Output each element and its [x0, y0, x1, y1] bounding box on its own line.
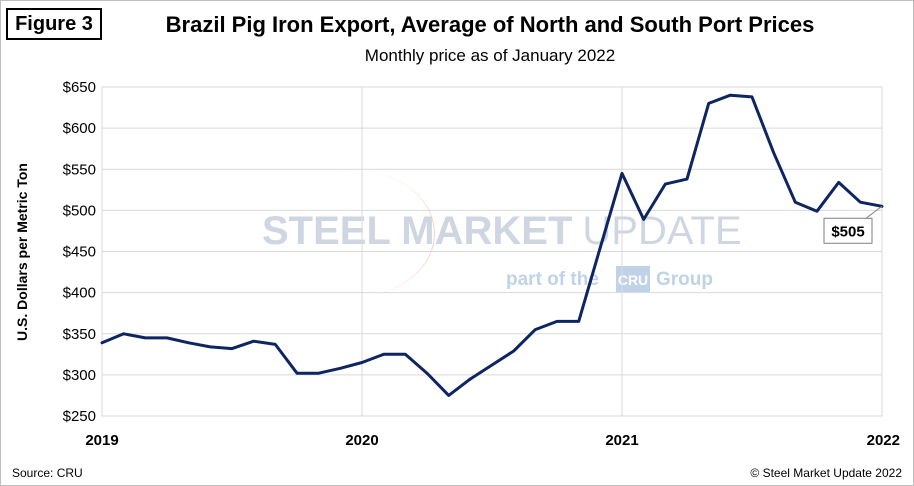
data-point: [426, 372, 428, 375]
y-tick-label: $650: [63, 79, 96, 96]
y-axis-ticks: $250 $300 $350 $400 $450 $500 $550 $600 $650: [63, 79, 96, 425]
data-point: [642, 218, 645, 221]
data-point: [556, 320, 558, 323]
y-tick-label: $600: [63, 120, 96, 137]
data-point: [816, 210, 818, 212]
data-point: [252, 340, 255, 343]
data-point: [469, 378, 472, 380]
x-tick-label: 2019: [85, 432, 118, 449]
data-point: [122, 333, 125, 335]
data-point: [187, 342, 190, 344]
watermark-brand: STEEL MARKET UPDATE: [262, 209, 742, 253]
watermark: STEEL MARKET UPDATE part of the CRU Group: [262, 170, 742, 295]
x-axis-ticks: 2019 2020 2021 2022: [85, 432, 900, 449]
watermark-tagline-prefix: part of the: [506, 269, 599, 290]
data-point: [447, 394, 450, 397]
data-point: [404, 353, 407, 356]
x-tick-label: 2021: [605, 432, 638, 449]
data-point: [274, 343, 277, 346]
y-tick-label: $400: [63, 285, 96, 302]
data-point: [664, 183, 667, 185]
data-point: [209, 346, 212, 348]
data-point: [361, 361, 363, 364]
data-point: [837, 181, 840, 184]
data-point: [296, 372, 298, 375]
data-point: [599, 246, 602, 249]
chart-title: Brazil Pig Iron Export, Average of North…: [165, 12, 815, 37]
data-point: [382, 353, 385, 356]
data-point: [144, 337, 147, 339]
chart-subtitle: Monthly price as of January 2022: [364, 46, 616, 65]
x-tick-label: 2022: [867, 432, 900, 449]
data-point: [512, 350, 515, 352]
annotation-box: [823, 217, 873, 244]
plot-area: [101, 86, 883, 417]
y-tick-label: $500: [63, 202, 96, 219]
data-point: [772, 152, 775, 154]
data-point: [231, 347, 233, 350]
y-tick-label: $550: [63, 161, 96, 178]
data-point: [621, 172, 623, 175]
grid: [101, 86, 883, 417]
data-point: [101, 342, 103, 344]
annotation-leader: [865, 205, 883, 219]
watermark-tagline-suffix: Group: [656, 269, 713, 290]
y-tick-label: $300: [63, 367, 96, 384]
x-tick-label: 2020: [345, 432, 378, 449]
data-point: [707, 102, 710, 105]
data-point: [534, 328, 537, 331]
data-point: [859, 201, 862, 203]
data-point: [794, 201, 797, 203]
y-tick-label: $250: [63, 408, 96, 425]
annotations: $505: [823, 205, 883, 244]
data-point: [729, 94, 732, 96]
watermark-brand-bold: STEEL MARKET: [262, 209, 572, 253]
series: [100, 93, 884, 397]
annotation-label: $505: [831, 223, 864, 240]
data-point: [491, 364, 493, 366]
y-tick-label: $450: [63, 244, 96, 261]
source-note: Source: CRU: [12, 466, 83, 480]
data-point: [339, 367, 342, 370]
data-point: [166, 337, 168, 339]
watermark-cru-text: CRU: [618, 272, 648, 288]
data-point: [751, 96, 753, 98]
data-point: [317, 372, 320, 375]
data-point: [686, 178, 688, 180]
y-tick-label: $350: [63, 326, 96, 343]
copyright-note: © Steel Market Update 2022: [750, 466, 902, 480]
data-point: [577, 320, 580, 323]
figure-label: Figure 3: [6, 8, 102, 40]
